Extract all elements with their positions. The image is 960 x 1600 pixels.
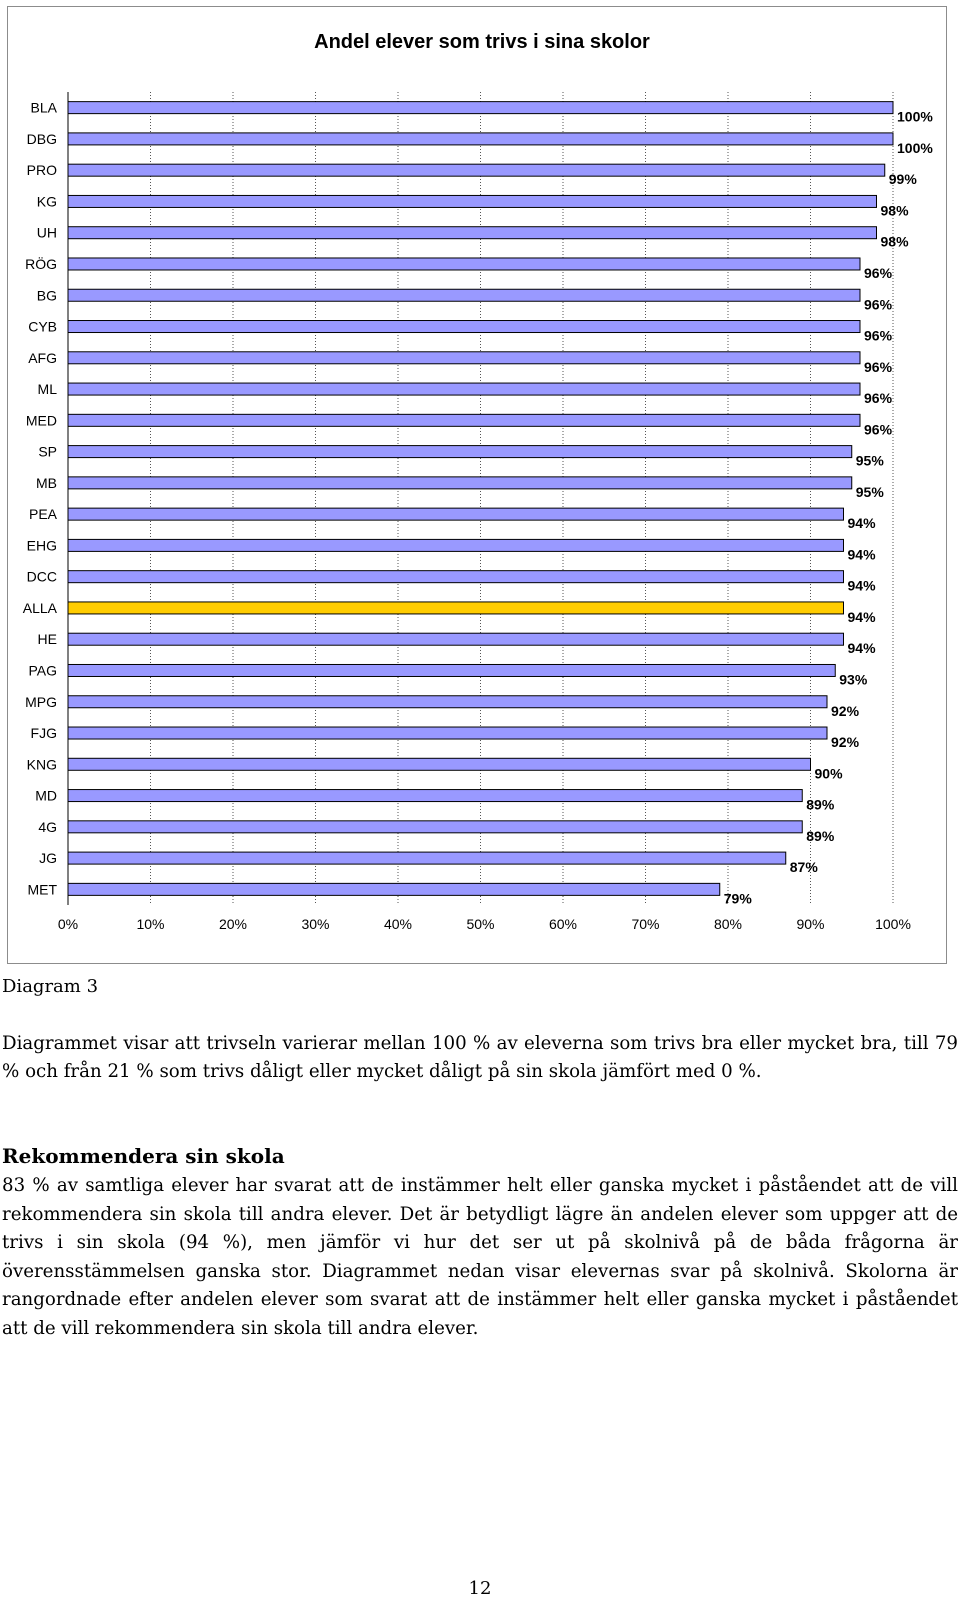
data-label: 94%: [848, 546, 877, 562]
y-category-label: BG: [37, 287, 57, 303]
bar: [67, 101, 894, 115]
y-category-label: HE: [38, 631, 57, 647]
y-category-label: RÖG: [25, 255, 57, 272]
data-label: 95%: [856, 453, 885, 469]
bar: [67, 445, 853, 459]
bar: [67, 288, 861, 302]
bar: [67, 194, 877, 208]
data-label: 99%: [889, 171, 918, 187]
bar: [67, 632, 844, 646]
y-category-label: BLA: [31, 100, 58, 116]
y-category-label: JG: [39, 850, 57, 866]
data-label: 94%: [848, 515, 877, 531]
data-label: 92%: [831, 734, 860, 750]
y-category-label: KNG: [27, 756, 57, 772]
x-tick-label: 20%: [219, 916, 247, 932]
data-label: 98%: [881, 202, 910, 218]
y-category-label: EHG: [27, 537, 57, 553]
chart-title: Andel elever som trivs i sina skolor: [314, 31, 650, 53]
data-label: 96%: [864, 359, 893, 375]
y-category-label: MET: [27, 881, 57, 897]
bar: [67, 132, 894, 146]
bar: [67, 382, 861, 396]
y-category-label: ML: [38, 381, 58, 397]
data-label: 100%: [897, 109, 933, 125]
y-category-label: SP: [38, 444, 57, 460]
data-label: 89%: [806, 797, 835, 813]
data-label: 93%: [839, 671, 868, 687]
x-tick-label: 0%: [58, 916, 78, 932]
y-category-label: KG: [37, 193, 57, 209]
x-tick-label: 90%: [796, 916, 824, 932]
y-category-label: MB: [36, 475, 57, 491]
bar: [67, 726, 828, 740]
bar: [67, 476, 853, 490]
data-label: 89%: [806, 828, 835, 844]
paragraph-trivsel: Diagrammet visar att trivseln varierar m…: [2, 1033, 958, 1082]
bar: [67, 695, 828, 709]
x-tick-label: 100%: [875, 916, 911, 932]
y-category-label: DCC: [27, 569, 57, 585]
y-category-label: PEA: [29, 506, 58, 522]
data-label: 96%: [864, 265, 893, 281]
data-label: 96%: [864, 296, 893, 312]
y-category-label: FJG: [31, 725, 57, 741]
y-category-label: MPG: [25, 694, 57, 710]
data-label: 79%: [724, 890, 753, 906]
x-tick-label: 70%: [631, 916, 659, 932]
bar: [67, 757, 811, 771]
x-tick-label: 80%: [714, 916, 742, 932]
x-tick-label: 30%: [301, 916, 329, 932]
bar: [67, 820, 803, 834]
bar: [67, 663, 836, 677]
bar: [67, 226, 877, 240]
y-category-label: PAG: [28, 662, 57, 678]
bar: [67, 538, 844, 552]
page-number: 12: [468, 1578, 492, 1599]
y-category-label: PRO: [27, 162, 57, 178]
data-label: 96%: [864, 421, 893, 437]
x-tick-label: 50%: [466, 916, 494, 932]
bar: [67, 570, 844, 584]
paragraph-rekommendera: 83 % av samtliga elever har svarat att d…: [2, 1175, 958, 1339]
y-category-label: CYB: [28, 319, 57, 335]
data-label: 92%: [831, 703, 860, 719]
y-category-label: DBG: [27, 131, 57, 147]
bar: [67, 507, 844, 521]
data-label: 94%: [848, 578, 877, 594]
data-label: 94%: [848, 609, 877, 625]
bar: [67, 789, 803, 803]
data-label: 96%: [864, 390, 893, 406]
data-label: 87%: [790, 859, 819, 875]
data-label: 98%: [881, 234, 910, 250]
bar: [67, 851, 787, 865]
y-category-label: ALLA: [23, 600, 58, 616]
y-category-label: MD: [35, 788, 57, 804]
bar: [67, 320, 861, 334]
data-label: 95%: [856, 484, 885, 500]
y-category-label: AFG: [28, 350, 57, 366]
bar: [67, 413, 861, 427]
bar: [67, 163, 886, 177]
x-tick-label: 10%: [136, 916, 164, 932]
bar-chart: Andel elever som trivs i sina skolor BLA…: [23, 31, 934, 932]
data-label: 94%: [848, 640, 877, 656]
diagram-caption: Diagram 3: [2, 976, 99, 997]
y-category-label: MED: [26, 412, 57, 428]
data-label: 96%: [864, 328, 893, 344]
data-label: 90%: [815, 765, 844, 781]
x-tick-label: 40%: [384, 916, 412, 932]
bar: [67, 882, 721, 896]
bar: [67, 351, 861, 365]
bar-highlight: [67, 601, 844, 615]
data-label: 100%: [897, 140, 933, 156]
chart-frame: Andel elever som trivs i sina skolor BLA…: [7, 6, 947, 964]
bar: [67, 257, 861, 271]
x-tick-label: 60%: [549, 916, 577, 932]
section-heading: Rekommendera sin skola: [2, 1144, 285, 1168]
y-category-label: 4G: [38, 819, 57, 835]
y-category-label: UH: [37, 225, 57, 241]
